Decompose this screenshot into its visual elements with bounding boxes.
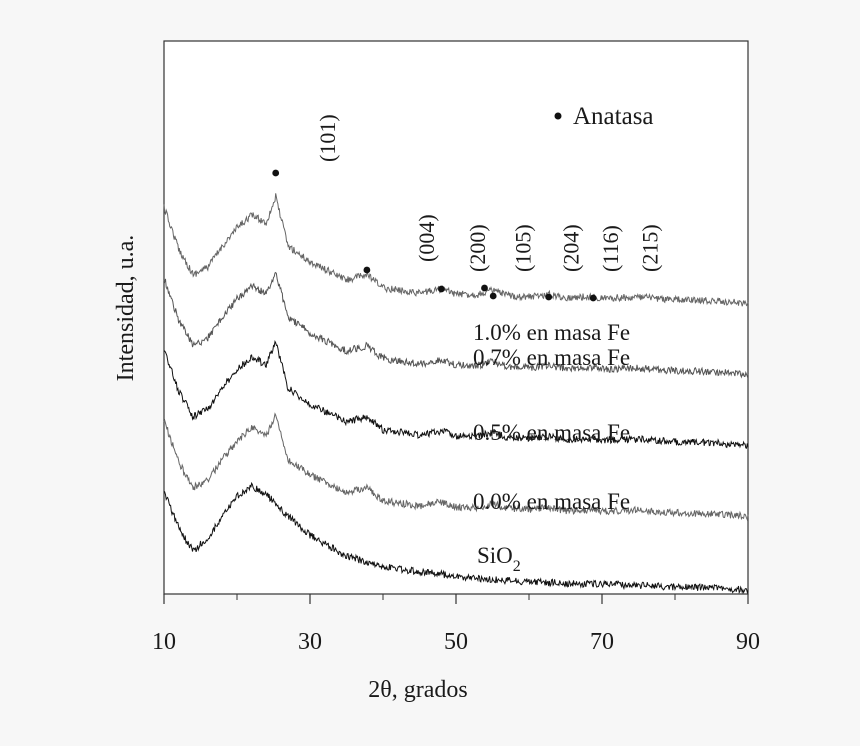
legend: Anatasa [554, 103, 654, 130]
series-line-3 [163, 412, 749, 522]
peak-label-3: (105) [511, 224, 536, 272]
peak-marker-1 [363, 266, 371, 274]
x-axis: 10 30 50 70 90 [152, 594, 760, 655]
peak-label-6: (215) [638, 224, 663, 272]
x-axis-title: 2θ, grados [368, 677, 467, 703]
peak-markers [272, 169, 597, 302]
series-label-2: 0.5% en masa Fe [473, 420, 630, 445]
peak-label-2: (200) [465, 224, 490, 272]
peak-marker-6 [589, 294, 597, 302]
series-label-3: 0.0% en masa Fe [473, 489, 630, 514]
peak-marker-2 [438, 285, 445, 293]
series-label-1: 0.7% en masa Fe [473, 345, 630, 370]
peak-label-5: (116) [598, 225, 623, 272]
series-curves [163, 193, 749, 595]
series-line-4 [163, 481, 749, 595]
series-labels: 1.0% en masa Fe0.7% en masa Fe 0.5% en ma… [473, 320, 630, 575]
plot-frame [163, 40, 749, 595]
peak-marker-0 [272, 169, 280, 177]
legend-marker [554, 112, 562, 120]
y-axis-title: Intensidad, u.a. [113, 235, 139, 382]
peak-label-4: (204) [559, 224, 584, 272]
peak-marker-3 [481, 284, 488, 292]
x-tick-label-4: 90 [736, 629, 760, 655]
x-tick-label-0: 10 [152, 629, 176, 655]
x-tick-label-2: 50 [444, 629, 468, 655]
x-tick-label-3: 70 [590, 629, 614, 655]
peak-marker-4 [489, 292, 497, 300]
series-line-0 [163, 193, 749, 307]
series-line-1 [163, 271, 749, 379]
series-label-4: SiO2 [477, 543, 521, 575]
peak-label-1: (004) [414, 214, 439, 262]
series-label-0: 1.0% en masa Fe [473, 320, 630, 345]
legend-text: Anatasa [573, 103, 654, 130]
peak-label-0: (101) [315, 114, 340, 162]
series-line-2 [163, 339, 749, 449]
peak-labels: (101) (004) (200) (105) (204) (116) (215) [315, 114, 663, 272]
peak-marker-5 [545, 293, 553, 301]
x-tick-label-1: 30 [298, 629, 322, 655]
